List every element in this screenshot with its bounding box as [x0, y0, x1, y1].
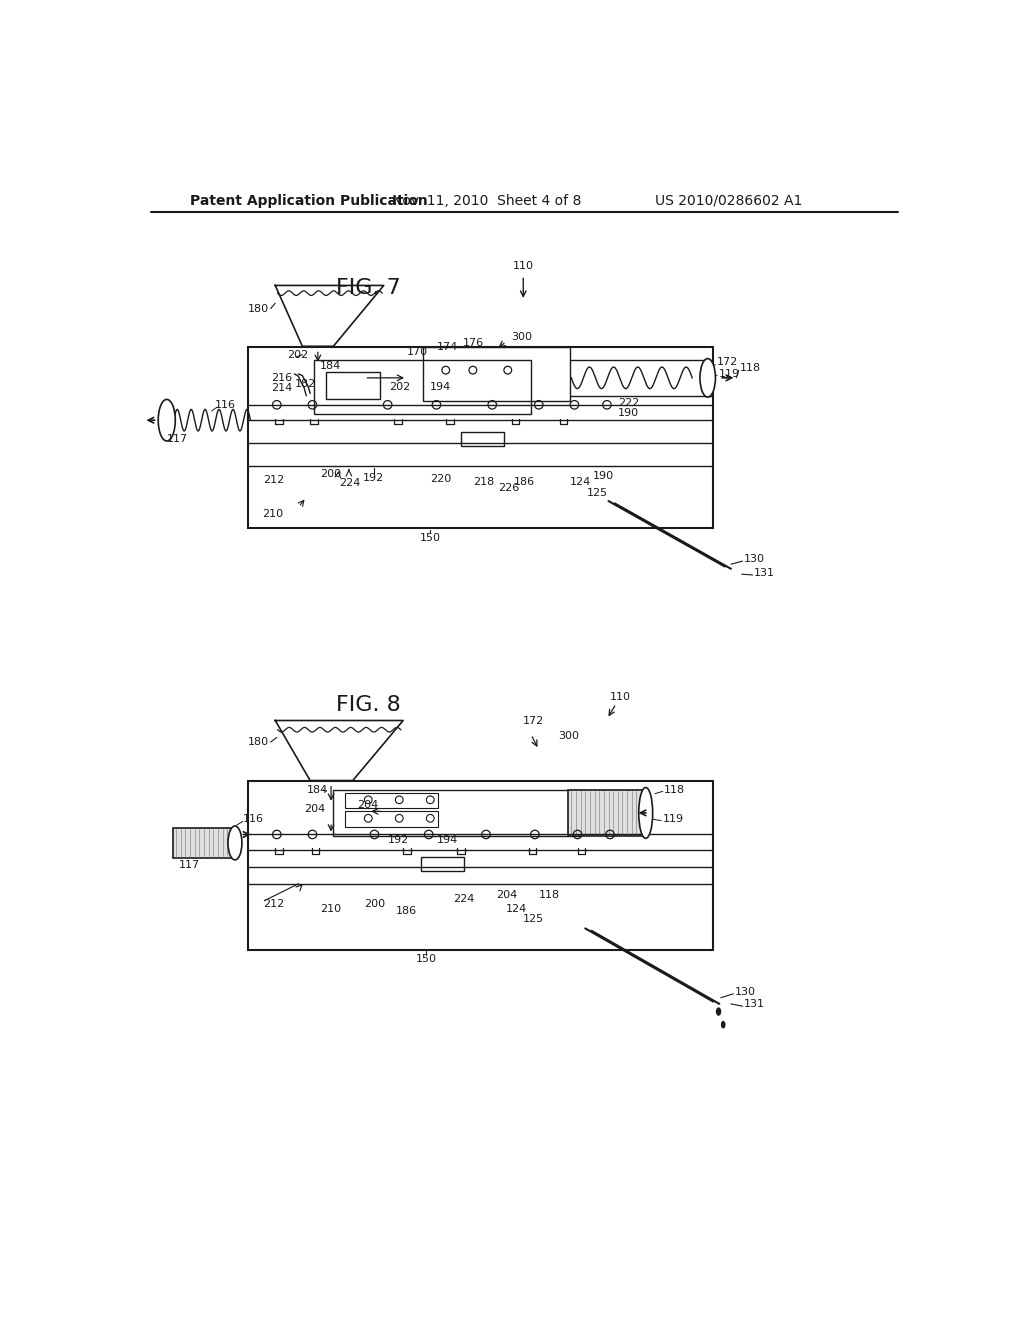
Text: Nov. 11, 2010  Sheet 4 of 8: Nov. 11, 2010 Sheet 4 of 8: [391, 194, 581, 207]
Text: 184: 184: [321, 362, 341, 371]
Text: 224: 224: [454, 894, 475, 904]
Text: 218: 218: [473, 477, 495, 487]
Bar: [423, 347, 569, 401]
Text: 202: 202: [287, 350, 308, 360]
Text: 117: 117: [178, 861, 200, 870]
Text: 210: 210: [262, 510, 284, 519]
Text: 110: 110: [513, 261, 534, 271]
Text: FIG. 7: FIG. 7: [336, 277, 400, 298]
Bar: [461, 432, 504, 446]
Text: 124: 124: [506, 904, 527, 915]
Text: 200: 200: [365, 899, 385, 908]
Ellipse shape: [721, 1020, 726, 1028]
Text: 172: 172: [717, 358, 738, 367]
Text: 182: 182: [295, 379, 316, 389]
Text: 116: 116: [215, 400, 236, 409]
Text: 118: 118: [539, 890, 560, 900]
Text: 170: 170: [407, 347, 428, 358]
Text: 202: 202: [389, 381, 411, 392]
Bar: [173, 829, 234, 858]
Text: FIG. 8: FIG. 8: [336, 696, 400, 715]
Text: 216: 216: [271, 372, 293, 383]
Text: 300: 300: [558, 731, 580, 741]
Text: 130: 130: [735, 986, 756, 997]
Text: Patent Application Publication: Patent Application Publication: [190, 194, 428, 207]
Ellipse shape: [716, 1007, 721, 1016]
Text: 200: 200: [321, 469, 341, 479]
Text: 224: 224: [339, 478, 360, 488]
Text: 204: 204: [357, 800, 379, 810]
Text: 184: 184: [307, 785, 328, 795]
Text: 300: 300: [512, 333, 532, 342]
Text: 174: 174: [436, 342, 458, 352]
Text: 131: 131: [755, 568, 775, 578]
Text: 125: 125: [523, 915, 545, 924]
Text: 125: 125: [587, 488, 608, 499]
Text: 210: 210: [321, 904, 341, 915]
Ellipse shape: [228, 826, 242, 859]
Ellipse shape: [159, 400, 175, 441]
Text: 119: 119: [663, 814, 684, 824]
Text: US 2010/0286602 A1: US 2010/0286602 A1: [655, 194, 803, 207]
Bar: [345, 812, 438, 826]
Text: 180: 180: [248, 304, 269, 314]
Text: 194: 194: [430, 381, 452, 392]
Text: 116: 116: [243, 814, 264, 824]
Bar: [334, 789, 582, 836]
Text: 110: 110: [609, 693, 631, 702]
Text: 204: 204: [304, 804, 326, 814]
Text: 117: 117: [167, 434, 187, 445]
Text: 204: 204: [496, 890, 517, 900]
Text: 124: 124: [569, 477, 591, 487]
Text: 220: 220: [430, 474, 452, 484]
Bar: [326, 372, 380, 400]
Bar: [345, 793, 438, 808]
Ellipse shape: [700, 359, 716, 397]
Text: 190: 190: [593, 471, 614, 482]
Ellipse shape: [639, 788, 652, 838]
Text: 186: 186: [514, 477, 536, 487]
Text: 131: 131: [744, 999, 765, 1008]
Text: 118: 118: [740, 363, 762, 372]
Text: 222: 222: [617, 399, 639, 408]
Text: 192: 192: [388, 834, 409, 845]
Text: 214: 214: [271, 383, 293, 393]
Text: 192: 192: [364, 473, 384, 483]
Text: 150: 150: [420, 533, 440, 543]
Text: 180: 180: [248, 737, 269, 747]
Bar: [314, 360, 531, 414]
Text: 150: 150: [416, 954, 437, 964]
Bar: [568, 789, 646, 836]
Text: 118: 118: [665, 785, 685, 795]
Text: 119: 119: [719, 370, 739, 379]
Text: 130: 130: [744, 554, 765, 564]
Bar: [248, 347, 713, 528]
Text: 212: 212: [263, 899, 285, 908]
Text: 176: 176: [463, 338, 484, 348]
Bar: [421, 857, 464, 871]
Text: 212: 212: [263, 475, 285, 486]
Text: 226: 226: [499, 483, 520, 492]
Text: 190: 190: [617, 408, 639, 417]
Text: 194: 194: [436, 834, 458, 845]
Text: 172: 172: [523, 715, 545, 726]
Bar: [248, 780, 713, 950]
Text: 186: 186: [395, 907, 417, 916]
